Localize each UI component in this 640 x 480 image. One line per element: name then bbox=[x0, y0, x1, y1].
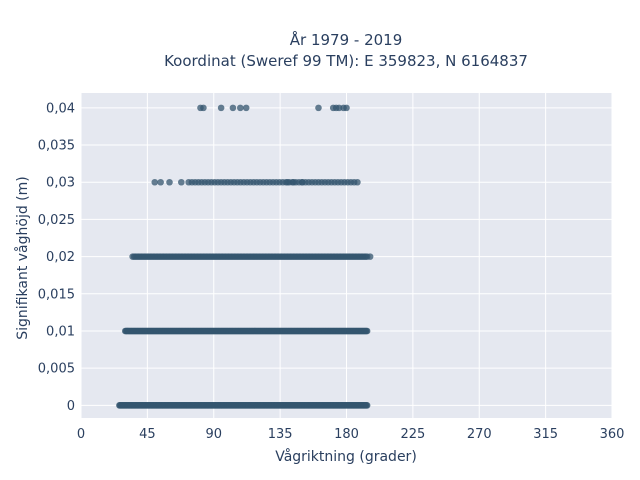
x-axis-title: Vågriktning (grader) bbox=[275, 448, 417, 465]
data-point bbox=[363, 402, 371, 409]
data-point bbox=[151, 178, 159, 186]
points-layer bbox=[116, 104, 374, 409]
y-tick-label: 0,025 bbox=[38, 213, 75, 228]
data-point bbox=[217, 104, 225, 112]
x-tick-label: 225 bbox=[400, 427, 425, 442]
x-tick-label: 360 bbox=[600, 427, 625, 442]
data-point bbox=[229, 104, 237, 112]
chart-title: År 1979 - 2019 bbox=[290, 30, 403, 49]
x-tick-label: 270 bbox=[467, 427, 492, 442]
tick-labels-layer: 0 45 90 135 180 225 270 315 360 0 0,005 0,01 0,015 0,… bbox=[38, 101, 625, 442]
data-point bbox=[363, 327, 371, 335]
data-point bbox=[343, 104, 350, 112]
data-point bbox=[315, 104, 322, 112]
y-tick-label: 0,015 bbox=[38, 287, 75, 302]
x-tick-label: 315 bbox=[533, 427, 558, 442]
y-tick-label: 0,02 bbox=[46, 250, 75, 265]
data-point bbox=[237, 104, 244, 112]
x-tick-label: 135 bbox=[268, 427, 293, 442]
x-tick-label: 45 bbox=[139, 427, 156, 442]
chart-subtitle: Koordinat (Sweref 99 TM): E 359823, N 61… bbox=[164, 52, 528, 70]
data-point bbox=[166, 178, 173, 186]
x-tick-label: 0 bbox=[77, 427, 85, 442]
y-tick-label: 0,035 bbox=[38, 139, 75, 154]
y-tick-label: 0,01 bbox=[46, 324, 75, 339]
data-point bbox=[290, 178, 297, 186]
y-tick-label: 0,04 bbox=[46, 101, 75, 116]
y-tick-label: 0,03 bbox=[46, 176, 75, 191]
x-tick-label: 90 bbox=[205, 427, 222, 442]
data-point bbox=[200, 104, 207, 112]
x-tick-label: 180 bbox=[334, 427, 359, 442]
y-axis-title: Signifikant våghöjd (m) bbox=[14, 176, 31, 339]
data-point bbox=[178, 178, 185, 186]
data-point bbox=[298, 178, 306, 186]
y-tick-label: 0,005 bbox=[38, 362, 75, 377]
y-tick-label: 0 bbox=[67, 399, 75, 414]
data-point bbox=[354, 178, 361, 186]
data-point bbox=[366, 253, 374, 260]
data-point bbox=[157, 178, 164, 186]
data-point bbox=[284, 178, 291, 186]
data-point bbox=[242, 104, 250, 112]
